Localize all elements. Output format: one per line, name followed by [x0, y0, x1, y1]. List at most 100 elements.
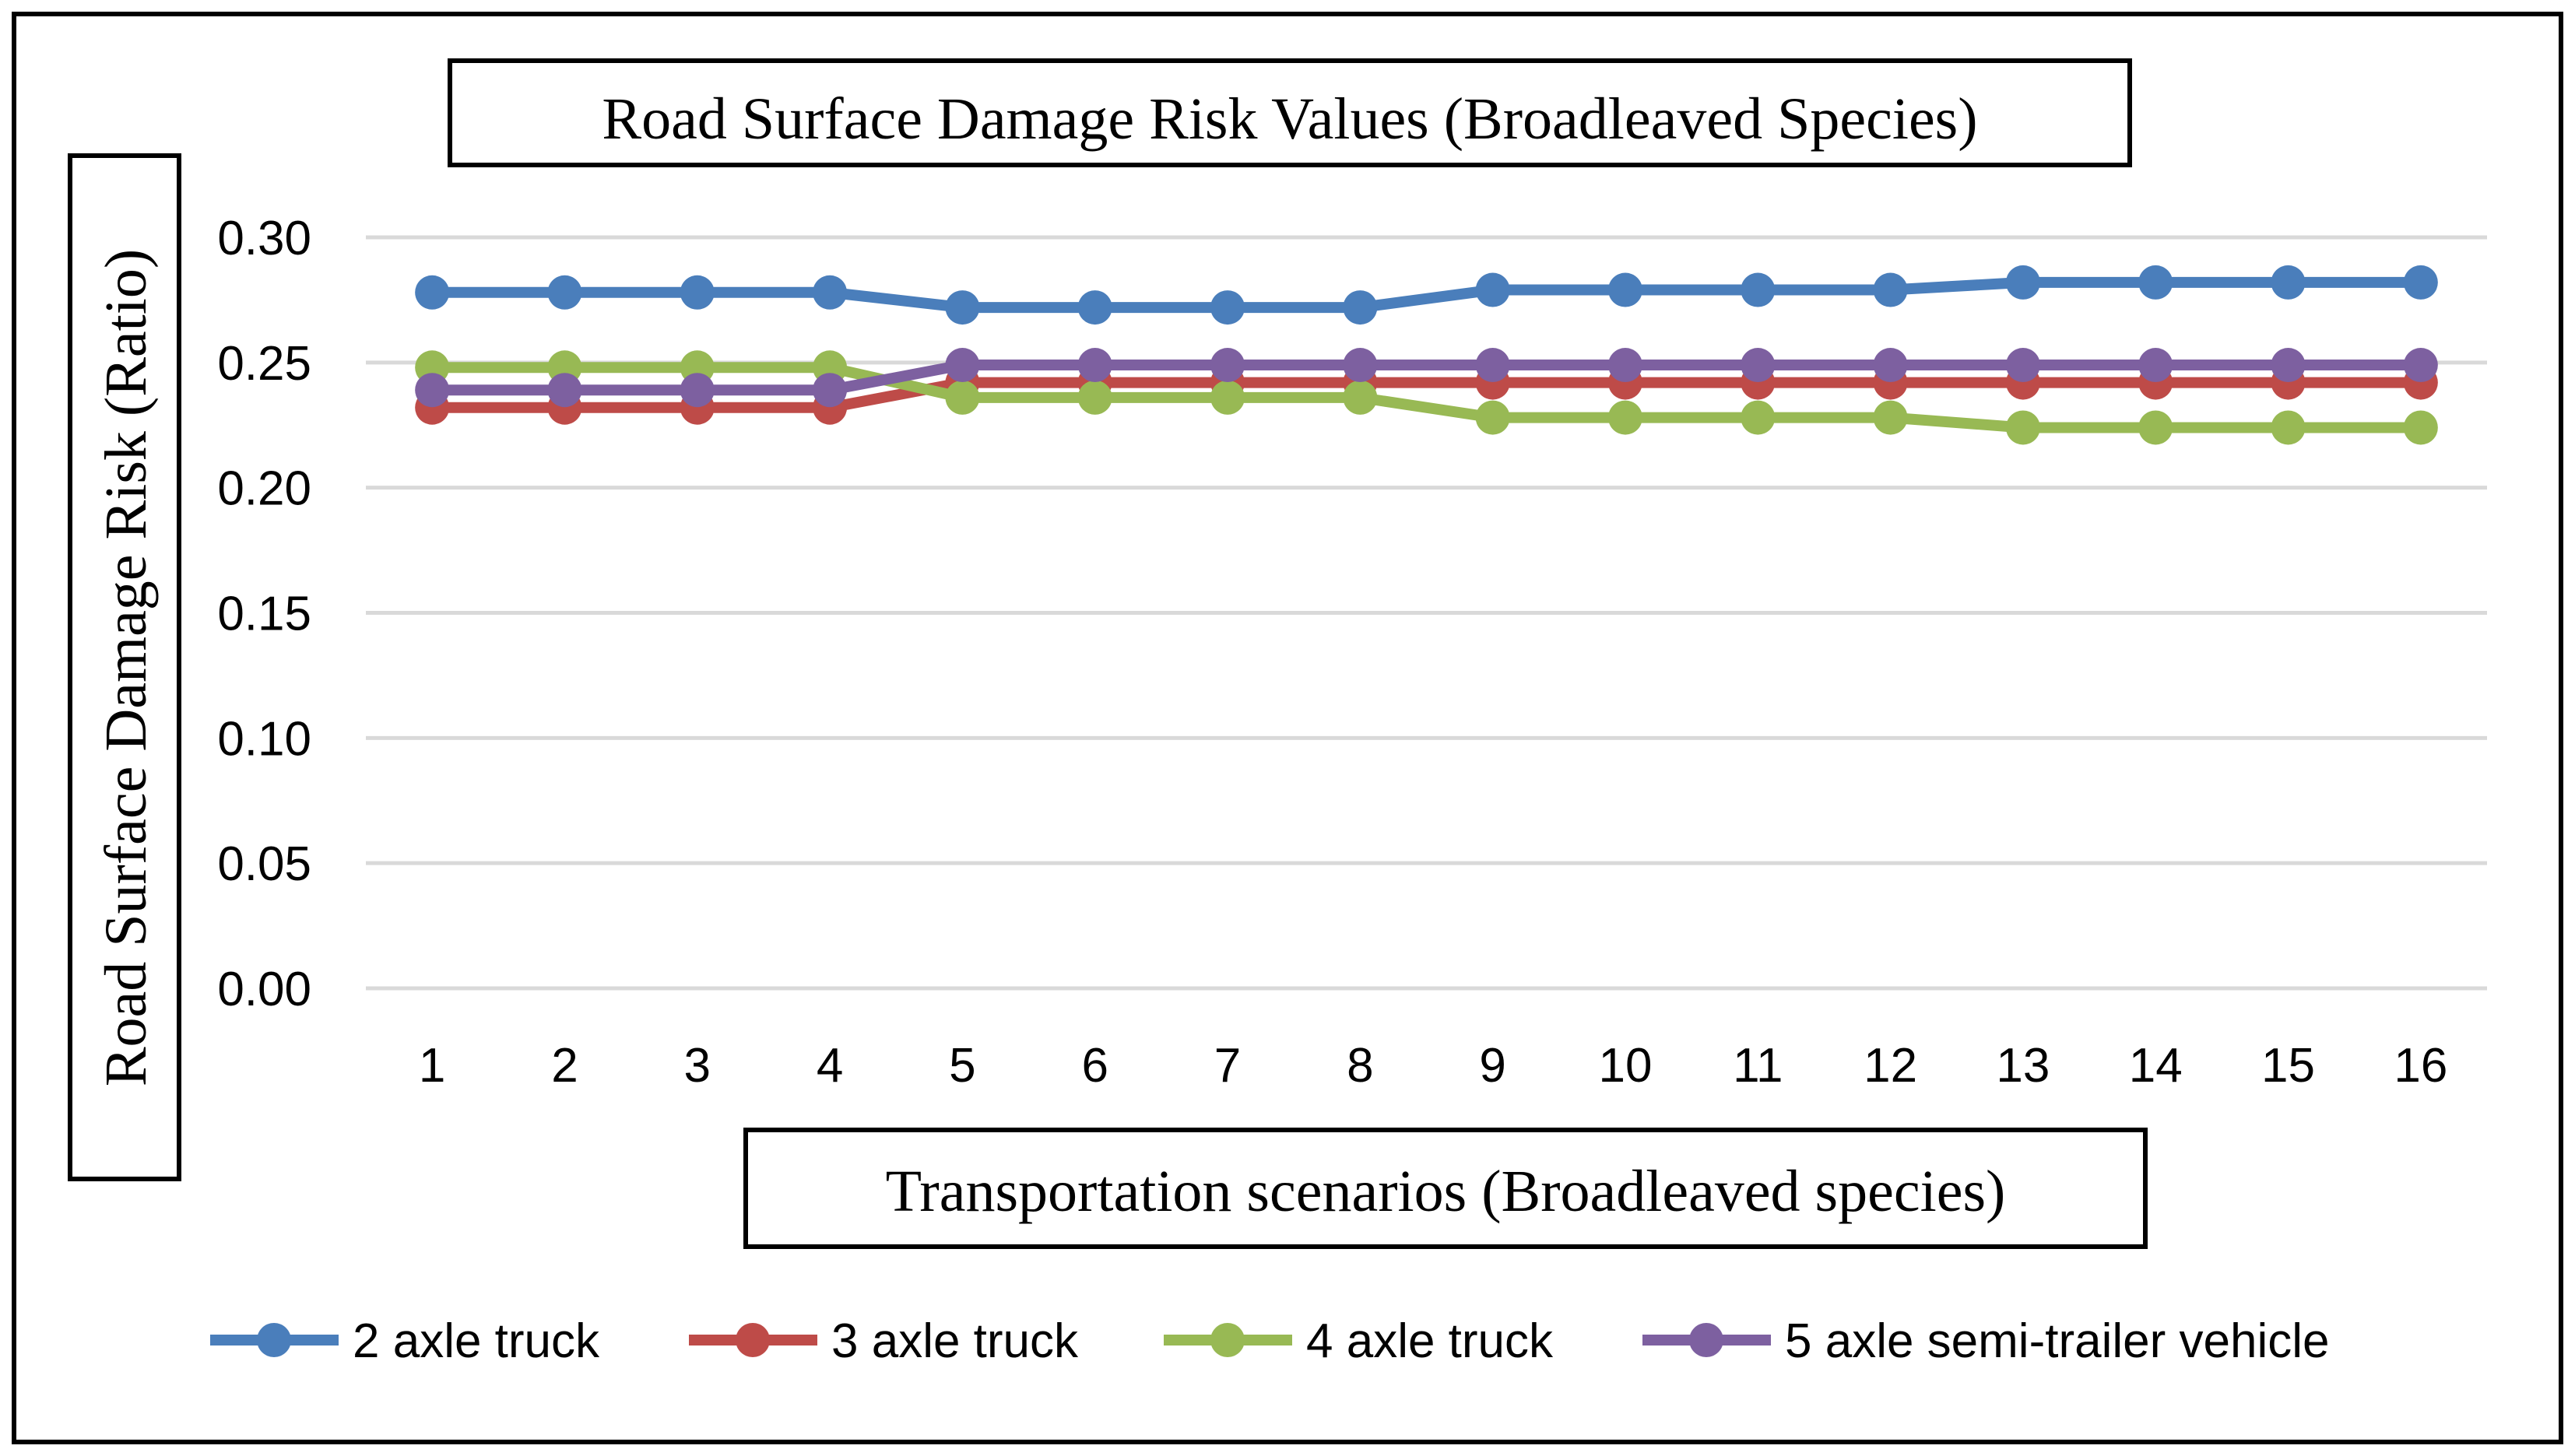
- data-point: [680, 275, 715, 310]
- data-point: [945, 290, 980, 325]
- x-tick-label: 3: [684, 1039, 711, 1093]
- data-point: [1475, 400, 1510, 435]
- legend-item: 2 axle truck: [210, 1314, 600, 1368]
- data-point: [2005, 348, 2040, 383]
- data-point: [1343, 380, 1378, 415]
- series-line: [432, 377, 2421, 413]
- data-point: [1343, 348, 1378, 383]
- series-line: [432, 276, 2421, 314]
- legend-item: 5 axle semi-trailer vehicle: [1642, 1314, 2329, 1368]
- data-point: [415, 373, 450, 408]
- data-point: [2403, 348, 2438, 383]
- legend-label: 3 axle truck: [831, 1314, 1079, 1368]
- data-point: [2138, 265, 2173, 300]
- data-point: [2005, 265, 2040, 300]
- chart-title-frame: [448, 58, 2132, 167]
- series-line: [432, 362, 2421, 433]
- data-point: [1873, 400, 1908, 435]
- data-point: [1607, 400, 1642, 435]
- series-group: [415, 265, 2438, 445]
- x-tick-label: 2: [551, 1039, 578, 1093]
- chart-title-box: Road Surface Damage Risk Values (Broadle…: [448, 58, 2132, 167]
- legend: 2 axle truck 3 axle truck 4 axle truck 5 ax…: [210, 1314, 2329, 1368]
- data-point: [415, 275, 450, 310]
- data-point: [1077, 290, 1112, 325]
- y-tick-label: 0.00: [217, 963, 311, 1016]
- x-tick-label: 10: [1598, 1039, 1652, 1093]
- legend-label: 4 axle truck: [1306, 1314, 1554, 1368]
- data-point: [680, 373, 715, 408]
- x-tick-label: 15: [2261, 1039, 2315, 1093]
- legend-swatch-marker: [736, 1323, 770, 1357]
- y-axis-title-box: Road Surface Damage Risk (Ratio): [68, 153, 181, 1181]
- series-4: [415, 348, 2438, 408]
- legend-item: 4 axle truck: [1164, 1314, 1554, 1368]
- data-point: [547, 275, 582, 310]
- data-point: [1741, 272, 1776, 307]
- legend-swatch-marker: [257, 1323, 291, 1357]
- data-point: [2403, 410, 2438, 445]
- data-point: [1607, 272, 1642, 307]
- y-tick-label: 0.15: [217, 588, 311, 641]
- x-tick-label: 9: [1479, 1039, 1505, 1093]
- legend-swatch-marker: [1210, 1323, 1245, 1357]
- data-point: [1210, 348, 1245, 383]
- data-point: [1475, 348, 1510, 383]
- data-point: [1210, 290, 1245, 325]
- x-tick-label: 4: [817, 1039, 843, 1093]
- data-point: [945, 380, 980, 415]
- data-point: [1210, 380, 1245, 415]
- data-point: [1077, 380, 1112, 415]
- x-tick-label: 1: [419, 1039, 445, 1093]
- x-tick-label: 16: [2394, 1039, 2447, 1093]
- legend-label: 5 axle semi-trailer vehicle: [1785, 1314, 2329, 1368]
- x-tick-label: 7: [1214, 1039, 1241, 1093]
- x-axis-title-frame: [743, 1128, 2148, 1249]
- y-axis-title: Road Surface Damage Risk (Ratio): [93, 249, 159, 1086]
- y-tick-label: 0.30: [217, 212, 311, 265]
- legend-swatch-marker: [1689, 1323, 1723, 1357]
- x-tick-label: 11: [1733, 1039, 1783, 1093]
- data-point: [1741, 400, 1776, 435]
- data-point: [2271, 348, 2306, 383]
- x-tick-label: 8: [1347, 1039, 1373, 1093]
- x-tick-label: 12: [1864, 1039, 1917, 1093]
- data-point: [2403, 265, 2438, 300]
- data-point: [1607, 348, 1642, 383]
- x-tick-label: 14: [2129, 1039, 2183, 1093]
- y-tick-label: 0.05: [217, 837, 311, 891]
- x-tick-labels: 1 2 3 4 5 6 7 8 9 10 11 12 13 14 15 16: [419, 1039, 2447, 1093]
- data-point: [1077, 348, 1112, 383]
- y-tick-label: 0.10: [217, 712, 311, 766]
- x-tick-label: 5: [949, 1039, 975, 1093]
- data-point: [2005, 410, 2040, 445]
- data-point: [2138, 410, 2173, 445]
- y-tick-label: 0.20: [217, 462, 311, 516]
- chart-title: Road Surface Damage Risk Values (Broadle…: [602, 86, 1977, 152]
- series-1: [415, 265, 2438, 325]
- legend-item: 3 axle truck: [689, 1314, 1079, 1368]
- legend-label: 2 axle truck: [353, 1314, 600, 1368]
- data-point: [813, 275, 848, 310]
- data-point: [2138, 348, 2173, 383]
- series-line: [432, 360, 2421, 396]
- data-point: [1873, 348, 1908, 383]
- y-tick-label: 0.25: [217, 337, 311, 391]
- data-point: [2271, 410, 2306, 445]
- data-point: [547, 373, 582, 408]
- data-point: [1343, 290, 1378, 325]
- x-tick-label: 13: [1996, 1039, 2050, 1093]
- x-axis-title-box: Transportation scenarios (Broadleaved sp…: [743, 1128, 2148, 1249]
- data-point: [945, 348, 980, 383]
- y-tick-labels: 0.00 0.05 0.10 0.15 0.20 0.25 0.30: [217, 212, 311, 1016]
- y-axis-title-frame: [68, 153, 181, 1181]
- data-point: [813, 373, 848, 408]
- data-point: [2271, 265, 2306, 300]
- data-point: [1741, 348, 1776, 383]
- data-point: [1873, 272, 1908, 307]
- x-axis-title: Transportation scenarios (Broadleaved sp…: [886, 1159, 2006, 1224]
- data-point: [1475, 272, 1510, 307]
- x-tick-label: 6: [1081, 1039, 1108, 1093]
